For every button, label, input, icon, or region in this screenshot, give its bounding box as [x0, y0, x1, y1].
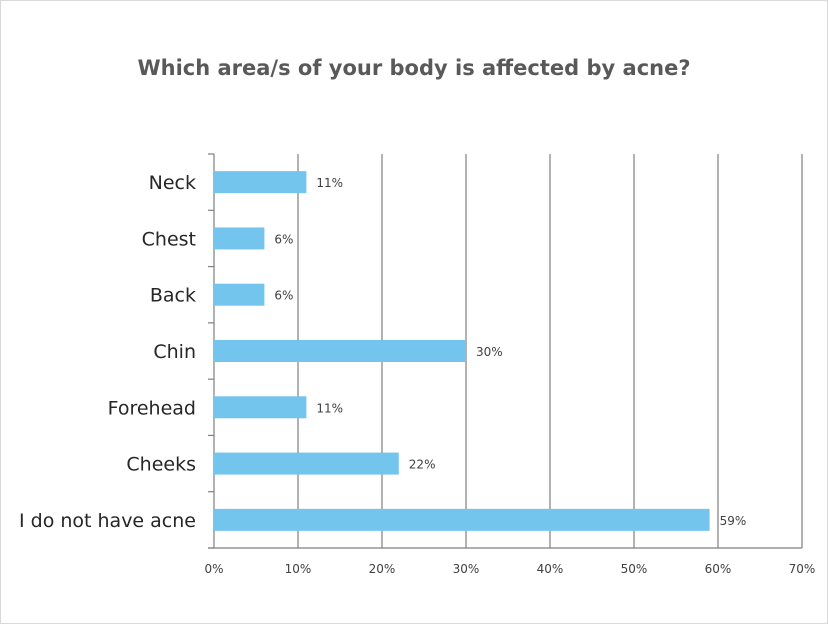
category-label: Neck — [149, 172, 196, 194]
x-tick-label: 60% — [705, 562, 732, 576]
data-label: 11% — [316, 176, 343, 190]
x-tick-label: 30% — [453, 562, 480, 576]
bar — [214, 283, 265, 306]
x-tick-label: 70% — [789, 562, 816, 576]
category-label: Chest — [142, 228, 196, 250]
data-label: 6% — [274, 289, 293, 303]
category-label: Forehead — [108, 397, 196, 419]
bar — [214, 340, 466, 362]
category-labels: Neck Chest Back Chin Forehead Cheeks I do not … — [19, 172, 196, 532]
x-tick-label: 20% — [369, 562, 396, 576]
x-tick-label: 50% — [621, 562, 648, 576]
data-label: 11% — [316, 401, 343, 415]
data-label: 22% — [409, 458, 436, 472]
data-label: 59% — [720, 514, 747, 528]
bar — [214, 452, 399, 475]
category-label: Back — [150, 285, 196, 307]
data-labels: 11% 6% 6% 30% 11% 22% 59% — [274, 176, 746, 528]
data-label: 6% — [274, 232, 293, 246]
bar — [214, 508, 710, 531]
x-tick-label: 10% — [285, 562, 312, 576]
data-label: 30% — [476, 345, 503, 359]
x-tick-label: 0% — [204, 562, 223, 576]
bars — [214, 171, 710, 531]
bar — [214, 227, 265, 250]
x-tick-labels: 0% 10% 20% 30% 40% 50% 60% 70% — [204, 562, 815, 576]
chart-title: Which area/s of your body is affected by… — [137, 56, 691, 80]
category-label: Chin — [153, 341, 196, 363]
bar — [214, 171, 307, 194]
x-tick-label: 40% — [537, 562, 564, 576]
category-label: Cheeks — [126, 454, 196, 476]
category-label: I do not have acne — [19, 510, 196, 532]
bar — [214, 396, 307, 419]
